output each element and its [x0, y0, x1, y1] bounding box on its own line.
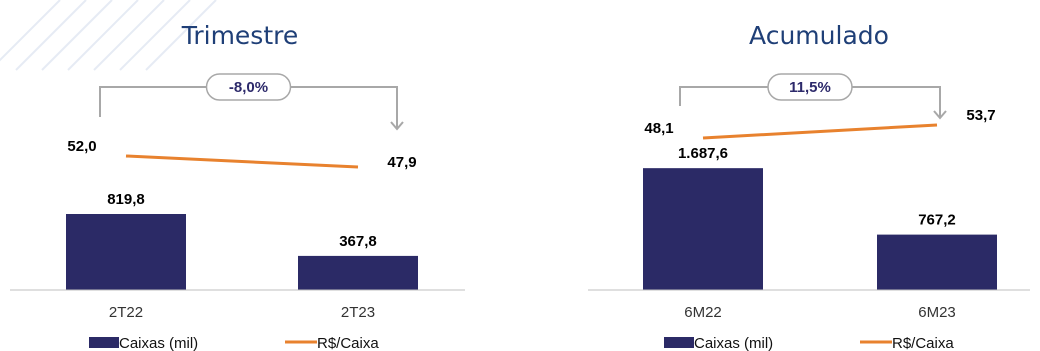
x-axis-ticks: 2T22 2T23 [109, 304, 375, 321]
decor-stripe [15, 0, 87, 71]
change-bracket-acumulado: 11,5% [679, 73, 947, 120]
decor-stripe [41, 0, 113, 71]
r-caixa-line [702, 123, 938, 140]
x-tick-label: 2T22 [109, 304, 143, 321]
bar-6m23 [877, 234, 997, 290]
x-axis-ticks: 6M22 6M23 [684, 304, 956, 321]
line-series-r-caixa: 48,1 53,7 [644, 107, 996, 140]
change-bracket-trimestre: -8,0% [99, 73, 404, 131]
legend-trimestre: Caixas (mil) R$/Caixa [89, 335, 379, 351]
legend-bar-swatch [89, 337, 119, 348]
decor-stripe [145, 0, 217, 71]
legend-bars-label: Caixas (mil) [119, 335, 198, 351]
bracket-arrow-icon [390, 121, 404, 131]
legend-line-label: R$/Caixa [892, 335, 954, 351]
legend-bar-swatch [664, 337, 694, 348]
legend-line-label: R$/Caixa [317, 335, 379, 351]
bar-value-label: 1.687,6 [678, 145, 728, 162]
decor-stripe [119, 0, 191, 71]
chart-acumulado: Acumulado 11,5% 1.687,6 767,2 48,1 53,7 6M… [588, 21, 1030, 351]
chart-trimestre: Trimestre -8,0% 819,8 367,8 52,0 47,9 2T22… [10, 21, 465, 351]
bar-value-label: 767,2 [918, 212, 956, 229]
chart-title-acumulado: Acumulado [749, 21, 889, 50]
line-value-label: 52,0 [67, 138, 96, 155]
decor-stripe [93, 0, 165, 71]
legend-acumulado: Caixas (mil) R$/Caixa [664, 335, 954, 351]
x-tick-label: 6M22 [684, 304, 722, 321]
decor-stripe [67, 0, 139, 71]
decor-stripe [0, 0, 61, 62]
line-value-label: 53,7 [966, 107, 995, 124]
change-badge [767, 73, 853, 101]
r-caixa-line [125, 154, 359, 169]
legend-bars-label: Caixas (mil) [694, 335, 773, 351]
background-stripes-decoration [0, 0, 217, 71]
bar-6m22 [643, 168, 763, 290]
bar-value-label: 367,8 [339, 233, 377, 250]
x-tick-label: 6M23 [918, 304, 956, 321]
bracket-arrow-icon [933, 110, 947, 120]
bar-series-caixas: 819,8 367,8 [66, 191, 418, 290]
chart-title-trimestre: Trimestre [181, 21, 299, 50]
line-value-label: 47,9 [387, 154, 416, 171]
change-badge-label: -8,0% [229, 79, 268, 96]
line-value-label: 48,1 [644, 120, 673, 137]
bar-2t23 [298, 255, 418, 290]
bar-2t22 [66, 214, 186, 290]
line-series-r-caixa: 52,0 47,9 [67, 138, 416, 171]
bar-series-caixas: 1.687,6 767,2 [643, 145, 997, 290]
change-badge [205, 73, 292, 101]
x-tick-label: 2T23 [341, 304, 375, 321]
change-badge-label: 11,5% [789, 79, 831, 96]
bar-value-label: 819,8 [107, 191, 145, 208]
